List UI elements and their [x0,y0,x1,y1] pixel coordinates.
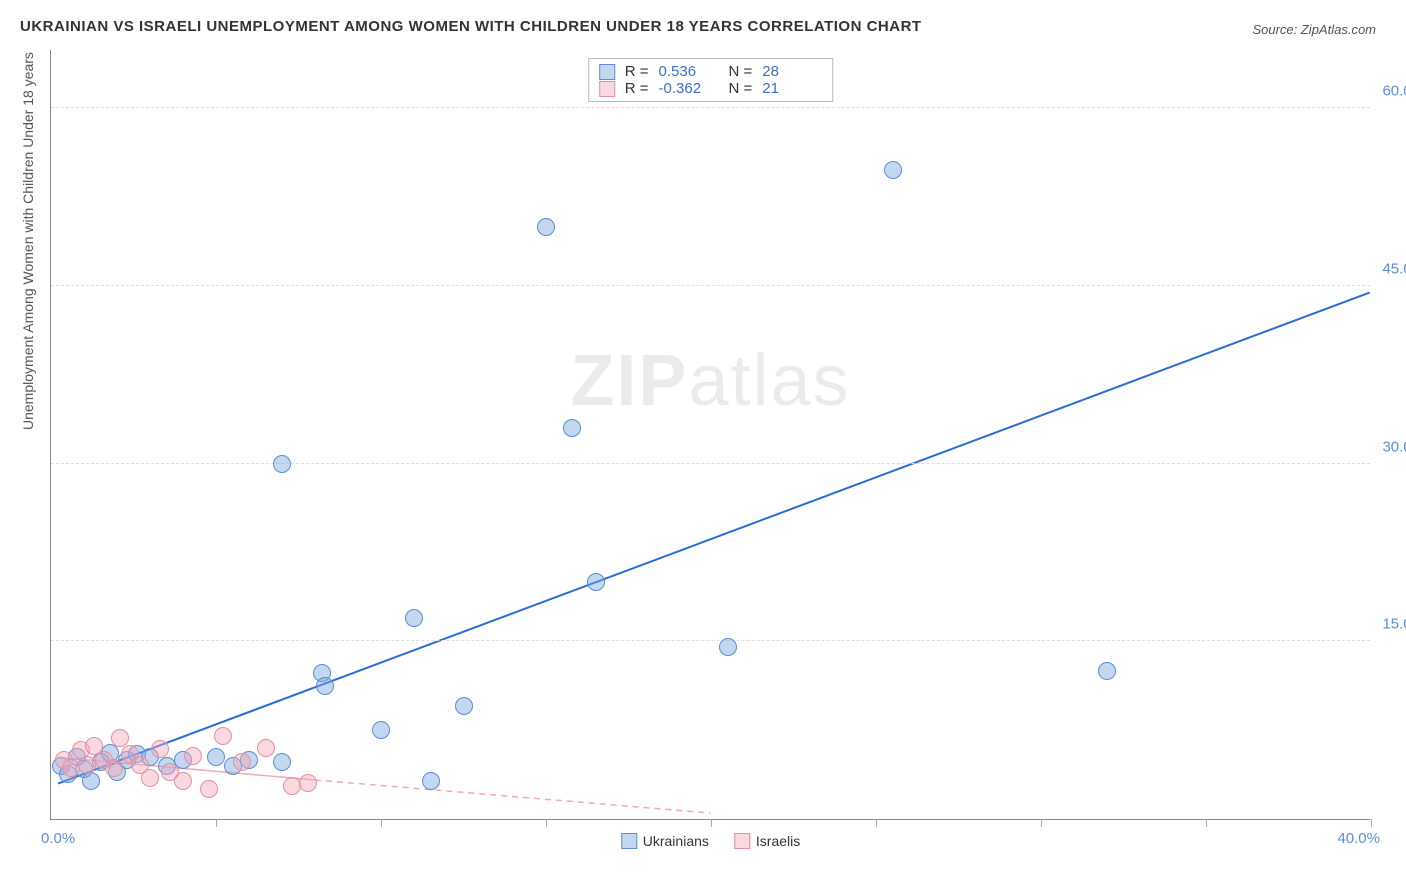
scatter-point-ukrainians [273,753,291,771]
scatter-point-ukrainians [1098,662,1116,680]
x-tick-mark [876,819,877,827]
scatter-point-ukrainians [587,573,605,591]
scatter-point-israelis [283,777,301,795]
x-tick-mark [381,819,382,827]
scatter-point-israelis [174,772,192,790]
scatter-point-ukrainians [82,772,100,790]
y-tick-label: 45.0% [1375,260,1406,277]
y-tick-label: 60.0% [1375,83,1406,100]
scatter-point-israelis [200,780,218,798]
scatter-point-israelis [299,774,317,792]
legend-swatch-pink [599,81,615,97]
scatter-point-israelis [233,753,251,771]
stat-n-label: N = [729,63,753,80]
trend-lines-svg [51,50,1370,819]
y-axis-label: Unemployment Among Women with Children U… [20,52,36,430]
source-attribution: Source: ZipAtlas.com [1252,22,1376,37]
trend-line-israelis-dashed [315,780,710,813]
stat-r-label: R = [625,80,649,97]
gridline-horizontal [51,640,1370,641]
scatter-point-israelis [214,727,232,745]
legend-swatch-blue [599,64,615,80]
stat-r-value: 0.536 [659,63,719,80]
stat-n-value: 28 [762,63,822,80]
gridline-horizontal [51,285,1370,286]
watermark-zip: ZIP [570,341,688,421]
stat-r-label: R = [625,63,649,80]
x-tick-mark [1371,819,1372,827]
x-tick-mark [1041,819,1042,827]
scatter-point-ukrainians [563,419,581,437]
scatter-point-ukrainians [422,772,440,790]
x-tick-mark [216,819,217,827]
y-tick-label: 15.0% [1375,616,1406,633]
stat-r-value: -0.362 [659,80,719,97]
scatter-point-ukrainians [273,455,291,473]
legend-item-ukrainians: Ukrainians [621,833,709,849]
scatter-point-ukrainians [207,748,225,766]
stat-n-value: 21 [762,80,822,97]
scatter-point-israelis [151,740,169,758]
x-tick-min: 0.0% [41,830,75,847]
legend-item-israelis: Israelis [734,833,800,849]
scatter-point-ukrainians [719,638,737,656]
stats-row: R = -0.362 N = 21 [599,80,823,97]
legend-swatch-pink [734,833,750,849]
scatter-point-israelis [62,759,80,777]
legend-label: Israelis [756,833,800,849]
gridline-horizontal [51,463,1370,464]
watermark-atlas: atlas [688,341,850,421]
y-tick-label: 30.0% [1375,438,1406,455]
scatter-point-ukrainians [405,609,423,627]
stat-n-label: N = [729,80,753,97]
scatter-point-ukrainians [372,721,390,739]
trend-line-ukrainians [58,293,1370,784]
scatter-point-israelis [257,739,275,757]
scatter-point-ukrainians [537,218,555,236]
stats-row: R = 0.536 N = 28 [599,63,823,80]
stats-legend-box: R = 0.536 N = 28 R = -0.362 N = 21 [588,58,834,102]
x-tick-mark [711,819,712,827]
scatter-point-israelis [78,756,96,774]
scatter-point-israelis [141,769,159,787]
watermark: ZIPatlas [570,340,850,422]
scatter-point-israelis [105,759,123,777]
x-tick-max: 40.0% [1337,830,1380,847]
scatter-point-ukrainians [884,161,902,179]
legend-label: Ukrainians [643,833,709,849]
gridline-horizontal [51,107,1370,108]
chart-title: UKRAINIAN VS ISRAELI UNEMPLOYMENT AMONG … [20,18,922,35]
legend-swatch-blue [621,833,637,849]
bottom-legend: Ukrainians Israelis [621,833,801,849]
plot-area: ZIPatlas R =0.536N =28R =-0.362N =21 0.0… [50,50,1370,820]
scatter-point-israelis [184,747,202,765]
scatter-point-ukrainians [316,677,334,695]
x-tick-mark [546,819,547,827]
scatter-point-ukrainians [455,697,473,715]
x-tick-mark [1206,819,1207,827]
